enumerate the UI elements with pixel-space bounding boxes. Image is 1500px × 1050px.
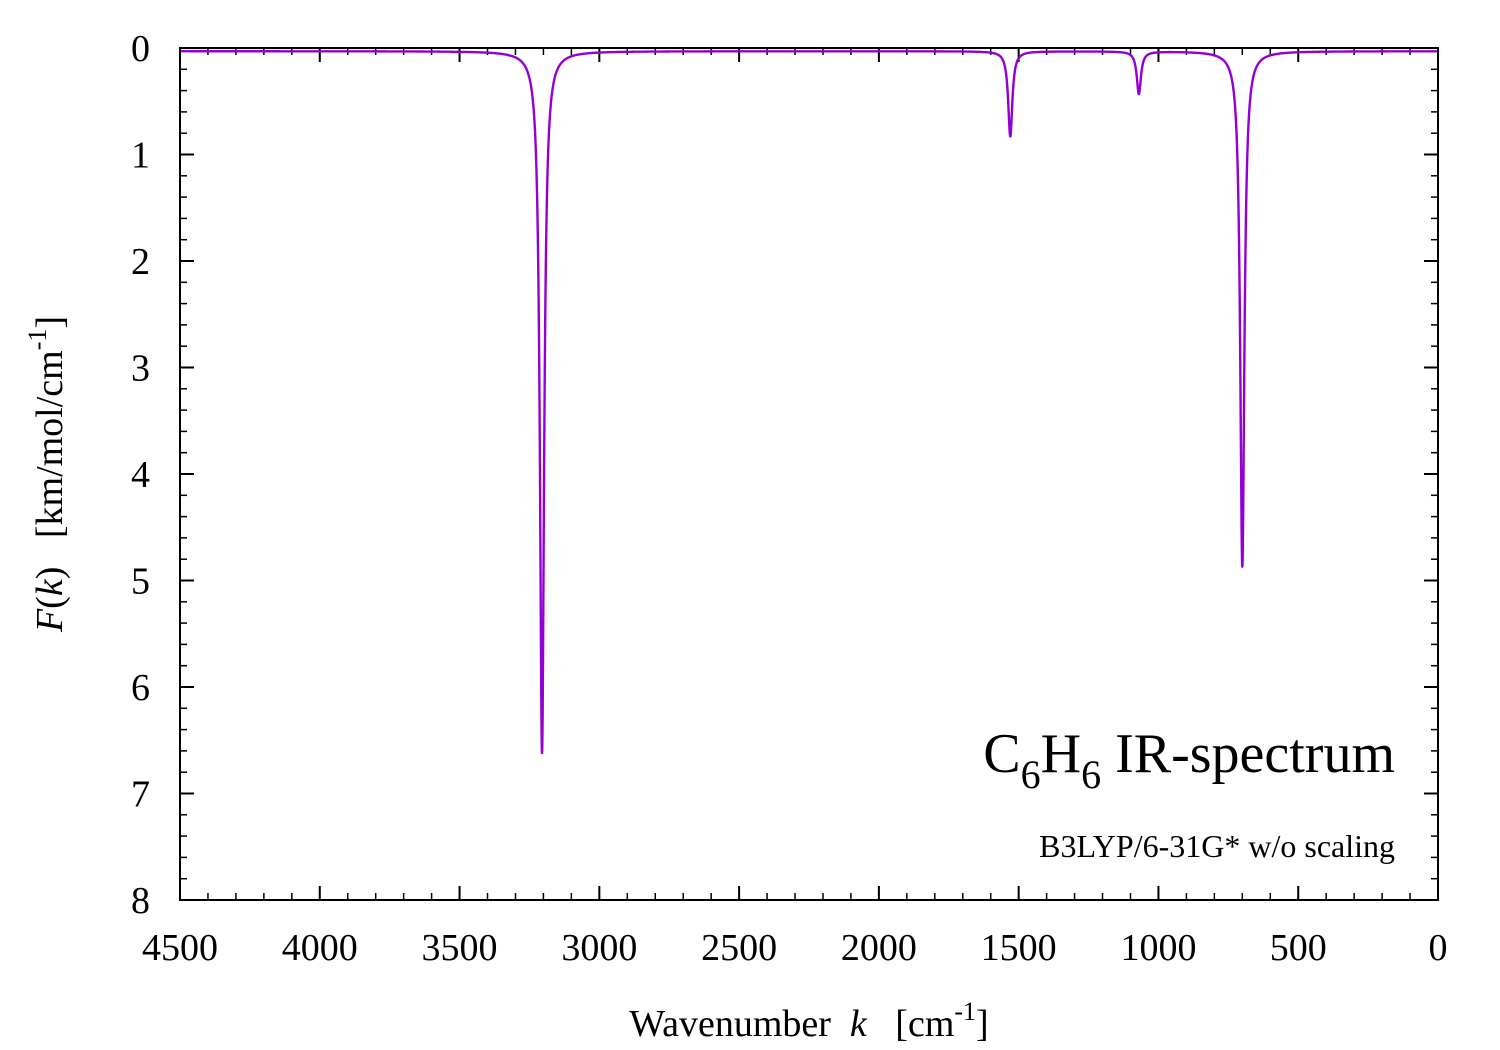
y-tick-label: 0 [131, 28, 150, 70]
spectrum-line [179, 50, 1439, 755]
x-tick-label: 2000 [841, 927, 917, 969]
x-tick-labels: 4500 4000 3500 3000 2500 2000 1500 1000 500 0 [142, 927, 1448, 969]
x-tick-label: 500 [1270, 927, 1327, 969]
y-tick-label: 5 [131, 561, 150, 603]
y-tick-label: 1 [131, 135, 150, 177]
y-axis-title: F(k) [km/mol/cm-1] [23, 316, 71, 633]
chart-subtitle: B3LYP/6-31G* w/o scaling [1039, 828, 1395, 864]
y-tick-label: 3 [131, 348, 150, 390]
x-tick-label: 2500 [701, 927, 777, 969]
y-tick-label: 7 [131, 774, 150, 816]
y-tick-label: 6 [131, 667, 150, 709]
plot-frame [179, 47, 1439, 901]
x-tick-label: 0 [1429, 927, 1448, 969]
x-tick-label: 4000 [282, 927, 358, 969]
x-tick-label: 3000 [561, 927, 637, 969]
x-tick-label: 4500 [142, 927, 218, 969]
x-tick-label: 3500 [422, 927, 498, 969]
chart-title: C6H6 IR-spectrum [983, 723, 1395, 797]
x-tick-label: 1000 [1120, 927, 1196, 969]
x-tick-label: 1500 [981, 927, 1057, 969]
y-tick-labels: 0 1 2 3 4 5 6 7 8 [131, 28, 150, 922]
y-tick-label: 2 [131, 241, 150, 283]
y-tick-label: 4 [131, 454, 150, 496]
y-tick-label: 8 [131, 880, 150, 922]
x-axis-title: Wavenumber k [cm-1] [629, 997, 988, 1045]
